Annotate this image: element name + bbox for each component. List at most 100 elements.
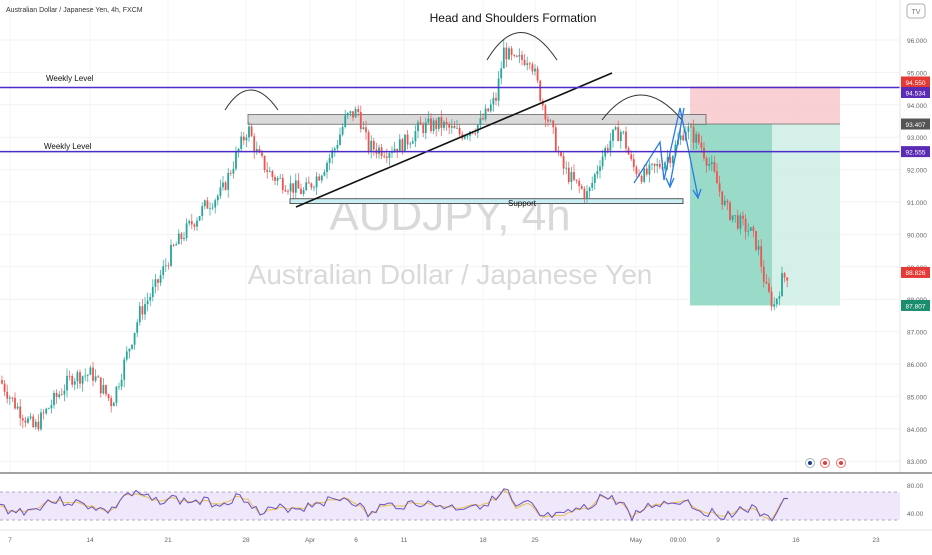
candle-body bbox=[79, 372, 81, 384]
candle-body bbox=[687, 126, 690, 132]
tradingview-logo[interactable]: TV bbox=[906, 3, 926, 19]
candle-body bbox=[729, 202, 731, 220]
candle-body bbox=[141, 306, 144, 315]
candle-body bbox=[601, 156, 604, 167]
candle-body bbox=[570, 172, 573, 183]
price-badge bbox=[901, 76, 930, 88]
price-badges: 94.550 94.534 93.407 92.555 88.826 87.807 bbox=[901, 76, 930, 311]
position-tool[interactable] bbox=[690, 86, 840, 306]
candle-body bbox=[786, 277, 789, 281]
candle-body bbox=[81, 376, 84, 384]
candle-body bbox=[315, 176, 318, 188]
price-badge bbox=[901, 146, 930, 158]
rsi-pane[interactable] bbox=[0, 488, 900, 522]
price-badge-label: 94.534 bbox=[906, 90, 926, 97]
candle-body bbox=[703, 147, 705, 159]
price-tick: 94.000 bbox=[907, 103, 927, 110]
candle-body bbox=[196, 220, 198, 227]
candle-body bbox=[120, 379, 123, 387]
candle-body bbox=[656, 164, 659, 166]
candle-body bbox=[318, 176, 321, 181]
candle-body bbox=[521, 54, 523, 60]
candle-body bbox=[482, 118, 484, 120]
candle-body bbox=[344, 115, 347, 127]
candle-body bbox=[417, 122, 419, 132]
candle-body bbox=[201, 206, 204, 217]
candle-body bbox=[630, 154, 633, 160]
candle-body bbox=[128, 348, 131, 352]
candle-body bbox=[227, 172, 230, 190]
candle-body bbox=[398, 139, 401, 153]
candle-body bbox=[370, 140, 373, 152]
candle-body bbox=[307, 182, 310, 184]
trendline bbox=[295, 72, 613, 208]
price-badge bbox=[901, 118, 930, 130]
candle-body bbox=[625, 131, 627, 149]
time-tick: 23 bbox=[872, 537, 880, 544]
projection-arrow-1 bbox=[633, 107, 699, 198]
candle-body bbox=[274, 176, 276, 181]
candle-body bbox=[565, 167, 568, 169]
zones[interactable] bbox=[247, 114, 707, 205]
candle-body bbox=[198, 216, 201, 221]
candle-body bbox=[531, 64, 534, 72]
candle-body bbox=[138, 306, 141, 323]
candle-body bbox=[229, 172, 232, 174]
candle-body bbox=[362, 127, 365, 130]
candle-body bbox=[731, 215, 734, 220]
price-badge-label: 87.807 bbox=[906, 303, 926, 310]
candle-body bbox=[253, 136, 256, 152]
candle-body bbox=[739, 215, 742, 229]
candle-body bbox=[768, 283, 770, 292]
candle-body bbox=[255, 149, 258, 152]
candle-body bbox=[643, 168, 646, 182]
candle-body bbox=[422, 124, 425, 133]
candle-body bbox=[144, 304, 146, 315]
candle-body bbox=[669, 157, 672, 164]
left-shoulder-arc bbox=[224, 89, 279, 111]
candle-body bbox=[755, 230, 757, 250]
candle-body bbox=[326, 162, 328, 172]
weekly-levels[interactable] bbox=[0, 86, 900, 153]
candle-body bbox=[580, 186, 583, 189]
candle-body bbox=[281, 177, 284, 191]
candle-body bbox=[383, 155, 386, 157]
logo-text: TV bbox=[912, 9, 921, 16]
candle-body bbox=[770, 291, 773, 307]
time-axis[interactable]: 7 14 21 28 Apr 6 11 18 25 May 09:00 9 16 23 bbox=[8, 537, 880, 544]
candle-body bbox=[1, 380, 3, 384]
candle-body bbox=[8, 397, 11, 399]
rsi-tick: 40.00 bbox=[907, 511, 924, 518]
drawings[interactable] bbox=[224, 32, 702, 208]
candle-body bbox=[547, 119, 549, 122]
candle-body bbox=[175, 244, 178, 246]
candle-body bbox=[762, 266, 765, 282]
candle-body bbox=[76, 372, 79, 382]
candle-body bbox=[21, 418, 24, 421]
candle-body bbox=[354, 108, 357, 118]
candle-body bbox=[336, 144, 339, 149]
price-tick: 93.000 bbox=[907, 135, 927, 142]
candle-body bbox=[500, 68, 503, 79]
candle-body bbox=[760, 246, 763, 267]
candle-body bbox=[700, 142, 703, 148]
time-tick: Apr bbox=[305, 537, 316, 544]
candle-body bbox=[305, 182, 308, 190]
candle-body bbox=[617, 127, 620, 142]
candle-body bbox=[648, 164, 651, 175]
candle-body bbox=[331, 150, 334, 158]
event-icons[interactable] bbox=[805, 458, 846, 468]
candle-body bbox=[297, 180, 300, 189]
candle-body bbox=[14, 397, 16, 409]
candle-body bbox=[534, 68, 536, 72]
candle-body bbox=[658, 164, 661, 168]
candle-body bbox=[448, 124, 451, 128]
candle-body bbox=[591, 182, 594, 188]
candle-body bbox=[346, 113, 349, 116]
candle-body bbox=[206, 200, 209, 209]
candle-body bbox=[180, 233, 183, 240]
candle-body bbox=[424, 122, 427, 133]
candle-body bbox=[430, 118, 432, 131]
candle-body bbox=[664, 162, 666, 169]
